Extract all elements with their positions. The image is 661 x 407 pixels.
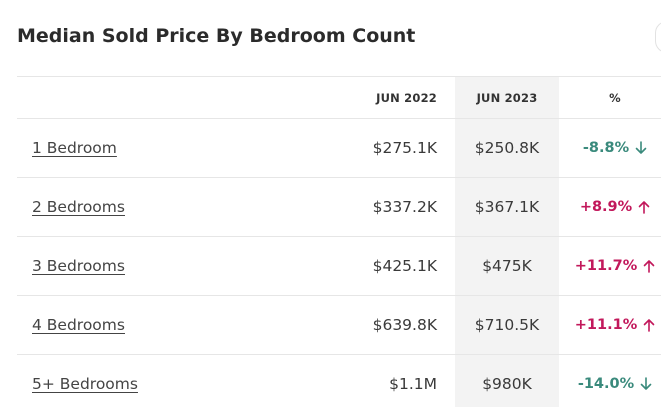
- price-table: JUN 2022 JUN 2023 % 1 Bedroom $275.1K $2…: [17, 76, 661, 407]
- price-jun-2023: $367.1K: [474, 198, 540, 216]
- widget-title: Median Sold Price By Bedroom Count: [17, 25, 416, 47]
- bedroom-link[interactable]: 4 Bedrooms: [32, 316, 125, 334]
- percent-change: +8.9%: [579, 199, 633, 215]
- price-jun-2022: $1.1M: [389, 375, 437, 393]
- carousel-next-button[interactable]: [655, 21, 661, 53]
- table-row: 4 Bedrooms $639.8K $710.5K +11.1%: [17, 295, 661, 354]
- arrow-up-icon: [643, 318, 655, 332]
- percent-change: -8.8%: [582, 140, 630, 156]
- table-row: 2 Bedrooms $337.2K $367.1K +8.9%: [17, 177, 661, 236]
- bedroom-link[interactable]: 1 Bedroom: [32, 139, 117, 157]
- price-jun-2023: $250.8K: [474, 139, 540, 157]
- table-row: 5+ Bedrooms $1.1M $980K -14.0%: [17, 354, 661, 407]
- bedroom-link[interactable]: 3 Bedrooms: [32, 257, 125, 275]
- percent-change: -14.0%: [577, 376, 635, 392]
- price-jun-2022: $337.2K: [372, 198, 437, 216]
- arrow-down-icon: [640, 377, 652, 391]
- percent-change: +11.1%: [574, 317, 638, 333]
- table-row: 3 Bedrooms $425.1K $475K +11.7%: [17, 236, 661, 295]
- bedroom-link[interactable]: 5+ Bedrooms: [32, 375, 138, 393]
- arrow-up-icon: [638, 200, 650, 214]
- arrow-down-icon: [635, 141, 647, 155]
- column-header-jun-2023: JUN 2023: [455, 77, 559, 118]
- price-jun-2023: $475K: [482, 257, 532, 275]
- price-jun-2022: $275.1K: [372, 139, 437, 157]
- price-jun-2023: $980K: [482, 375, 532, 393]
- column-header-percent: %: [609, 90, 621, 105]
- price-jun-2023: $710.5K: [474, 316, 540, 334]
- table-row: 1 Bedroom $275.1K $250.8K -8.8%: [17, 118, 661, 177]
- percent-change: +11.7%: [574, 258, 638, 274]
- price-jun-2022: $425.1K: [372, 257, 437, 275]
- column-header-jun-2022: JUN 2022: [376, 90, 437, 105]
- bedroom-link[interactable]: 2 Bedrooms: [32, 198, 125, 216]
- price-jun-2022: $639.8K: [372, 316, 437, 334]
- arrow-up-icon: [643, 259, 655, 273]
- table-header-row: JUN 2022 JUN 2023 %: [17, 76, 661, 118]
